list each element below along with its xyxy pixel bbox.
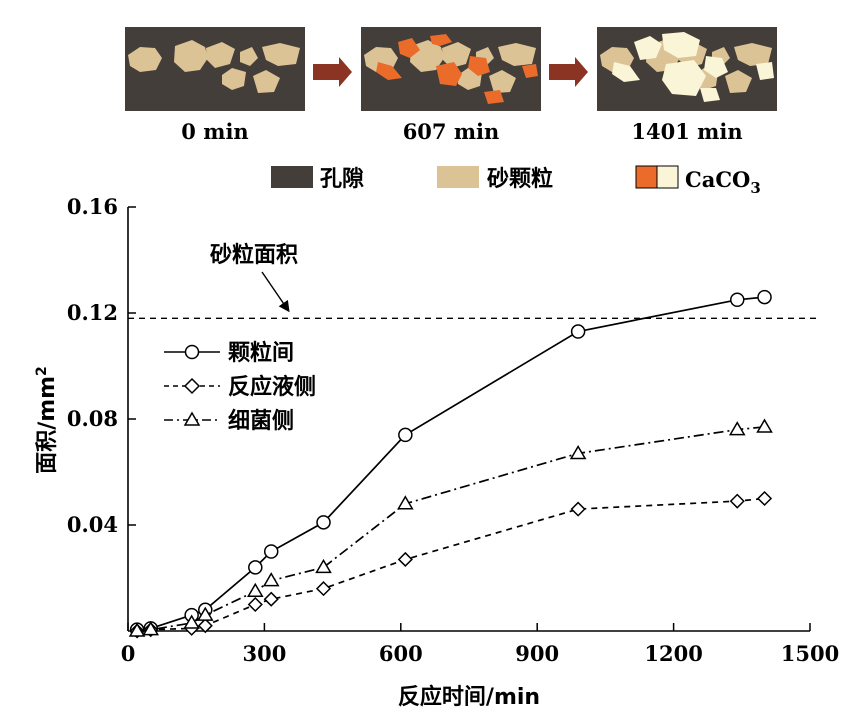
data-point-triangle [756,418,773,433]
y-tick-label: 0.08 [67,406,118,431]
legend-circle-icon [184,344,200,360]
data-point-diamond [315,581,332,597]
data-point-circle [730,292,745,307]
data-point-circle [316,515,331,530]
data-point-diamond [247,596,263,613]
data-point-circle [570,324,586,339]
pore-label: 孔隙 [320,167,364,192]
x-tick-label: 1500 [781,641,839,666]
data-point-triangle [183,614,200,629]
x-axis-title: 反应时间/min [398,684,540,710]
chart-plot-area: 0 300 600 900 1200 1500 0.04 0.08 0.12 0.16 [67,194,839,666]
micrograph-0min [125,27,305,111]
data-point-triangle [247,582,264,597]
legend-label-keli: 颗粒间 [228,340,294,366]
data-point-diamond [729,493,745,509]
data-point-diamond [397,551,413,568]
series-line-3 [137,426,765,632]
x-tick-label: 600 [379,641,423,666]
caco3-swatch-light [656,165,679,189]
caco3-label: CaCO3 [685,167,761,197]
y-tick-label: 0.12 [67,300,118,325]
data-point-circle [757,289,772,305]
sand-area-pointer [261,271,290,313]
arrow-icon-2 [549,57,588,87]
data-point-triangle [397,495,414,510]
y-axis-title: 面积/mm2 [34,366,60,474]
micrograph-1401min [597,27,777,111]
x-tick-label: 1200 [644,641,702,666]
x-tick-label: 300 [242,641,286,666]
pore-swatch [271,166,313,188]
data-point-circle [398,427,413,443]
arrow-icon-1 [313,57,352,87]
sand-label: 砂颗粒 [487,166,553,192]
x-tick-label: 0 [121,641,136,666]
sand-area-label: 砂粒面积 [210,242,298,268]
data-point-circle [248,560,263,575]
caption-0min: 0 min [181,119,248,144]
chart-legend: 颗粒间 反应液侧 细菌侧 [164,340,316,434]
y-tick-label: 0.04 [67,512,118,537]
data-point-triangle [728,421,746,436]
data-point-circle [263,544,279,559]
caption-1401min: 1401 min [631,119,742,144]
sand-swatch [437,166,479,188]
data-point-diamond [570,501,586,517]
data-point-triangle [315,558,332,574]
data-point-triangle [569,444,587,460]
data-point-triangle [262,572,280,587]
micrograph-607min [361,27,541,111]
legend-label-xijun: 细菌侧 [228,408,294,434]
legend-triangle-icon [183,411,201,426]
series-line-2 [137,497,765,632]
data-point-diamond [263,591,279,607]
data-point-triangle [128,622,146,637]
x-tick-label: 900 [515,641,559,666]
caco3-swatch-orange [635,165,658,189]
data-point-diamond [197,618,213,634]
data-point-diamond [756,490,773,507]
legend-label-fanying: 反应液侧 [228,374,316,400]
caption-607min: 607 min [403,119,500,144]
data-point-triangle [196,606,214,621]
y-tick-label: 0.16 [67,194,118,219]
legend-diamond-icon [183,377,201,395]
data-point-triangle [142,621,160,636]
